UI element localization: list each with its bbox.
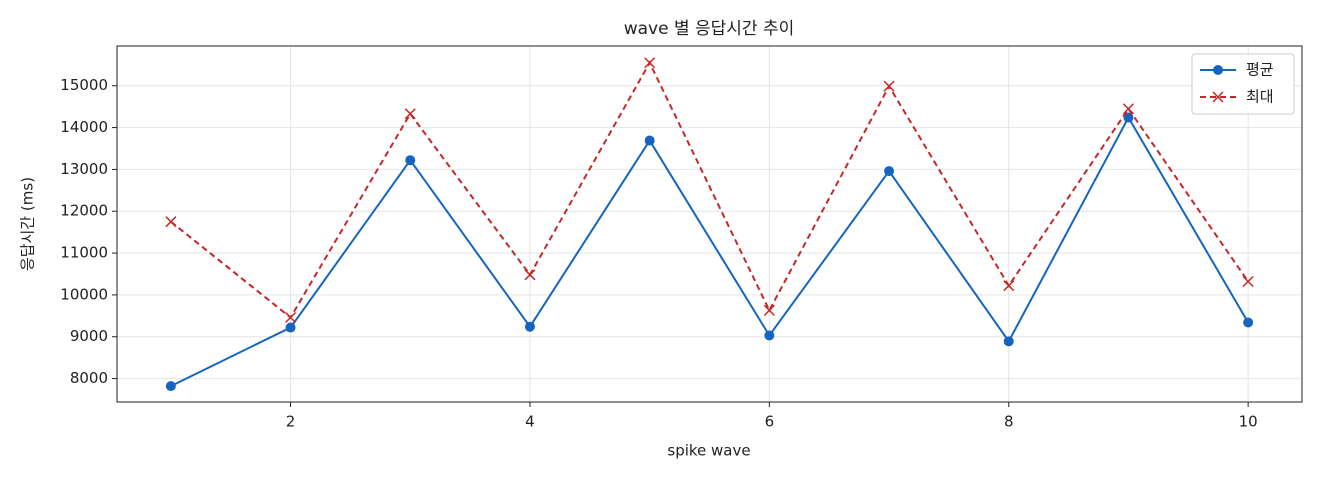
x-axis-label: spike wave: [667, 442, 750, 460]
marker: [644, 135, 655, 146]
y-tick-label: 13000: [60, 160, 108, 178]
y-tick-label: 15000: [60, 76, 108, 94]
plot-frame: [116, 45, 1303, 403]
line: [170, 115, 1250, 388]
legend-label: 최대: [1246, 88, 1274, 106]
marker: [165, 381, 176, 392]
marker: [524, 269, 536, 281]
marker: [1003, 280, 1015, 292]
chart-title: wave 별 응답시간 추이: [624, 19, 795, 39]
y-tick-label: 11000: [60, 244, 108, 262]
x-tick-label: 8: [1004, 413, 1014, 431]
y-axis-label: 응답시간 (ms): [19, 177, 37, 271]
marker: [285, 311, 297, 324]
legend-label: 평균: [1246, 61, 1274, 79]
marker: [764, 330, 775, 341]
y-tick-label: 10000: [60, 285, 108, 303]
legend-box: [1191, 53, 1295, 115]
marker: [524, 321, 535, 332]
marker: [763, 304, 775, 316]
marker: [1003, 336, 1014, 347]
legend-marker: [1212, 91, 1224, 103]
x-tick-label: 4: [525, 413, 535, 431]
marker: [884, 166, 895, 177]
marker: [165, 216, 177, 228]
x-tick-label: 2: [286, 413, 296, 431]
y-tick-label: 14000: [60, 118, 108, 136]
marker: [644, 57, 656, 69]
x-tick-label: 10: [1239, 413, 1258, 431]
x-tick-label: 6: [765, 413, 775, 431]
marker: [1243, 317, 1254, 328]
marker: [1122, 103, 1134, 115]
y-tick-label: 12000: [60, 202, 108, 220]
line: [170, 60, 1249, 319]
marker: [1123, 112, 1134, 123]
marker: [285, 322, 296, 333]
marker: [404, 108, 416, 120]
marker: [883, 80, 895, 92]
y-tick-label: 8000: [70, 369, 108, 387]
y-tick-label: 9000: [70, 327, 108, 345]
marker: [405, 155, 416, 166]
legend-marker: [1213, 65, 1223, 75]
marker: [1242, 275, 1254, 288]
